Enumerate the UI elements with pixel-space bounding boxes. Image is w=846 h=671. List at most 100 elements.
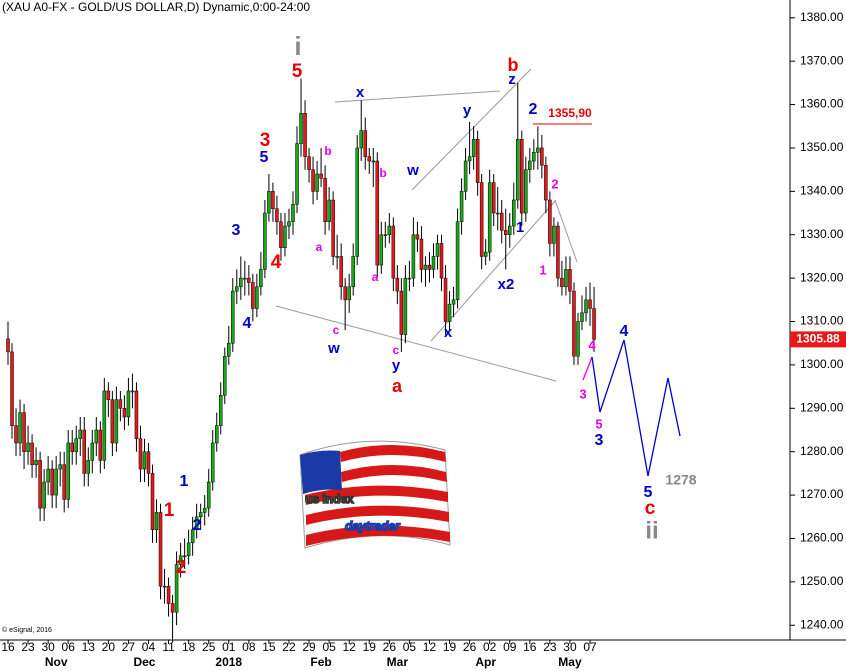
candle-body <box>42 481 46 509</box>
candle-body <box>227 342 231 357</box>
candle-body <box>231 290 235 344</box>
candle-body <box>142 451 147 470</box>
candle-body <box>14 425 18 444</box>
candle-body <box>122 408 127 418</box>
candle-body <box>118 399 123 409</box>
x-tick-label: 19 <box>363 640 377 654</box>
chart-title: (XAU A0-FX - GOLD/US DOLLAR,D) Dynamic,0… <box>2 0 310 14</box>
candle-body <box>146 451 151 474</box>
wave-label: 5 <box>260 149 269 166</box>
candle-body <box>18 412 22 444</box>
wave-label: 3 <box>232 222 241 239</box>
x-tick-label: 19 <box>443 640 457 654</box>
candle-body <box>367 156 372 162</box>
wave-label: 1 <box>516 219 524 236</box>
candle-body <box>379 234 384 266</box>
x-tick-label: 30 <box>563 640 577 654</box>
candle-body <box>403 277 408 335</box>
y-tick-label: 1260.00 <box>800 531 844 545</box>
x-tick-label: 27 <box>122 640 136 654</box>
trend-line <box>275 305 557 382</box>
candle-body <box>150 473 155 531</box>
candle-body <box>556 225 560 279</box>
candle-body <box>218 395 223 426</box>
projection <box>582 356 593 381</box>
month-label: Nov <box>45 655 68 669</box>
candle-body <box>291 204 295 222</box>
candle-body <box>391 225 396 279</box>
candle-body <box>467 156 472 162</box>
candle-body <box>102 390 107 461</box>
y-tick-label: 1250.00 <box>800 574 844 588</box>
wave-label: w <box>406 162 419 179</box>
x-tick-label: 20 <box>102 640 116 654</box>
candle-body <box>259 269 263 288</box>
candle-body <box>431 256 436 270</box>
candle-body <box>479 182 484 257</box>
wave-label: 1 <box>164 500 175 521</box>
candle-body <box>30 442 34 465</box>
trend-line <box>430 199 557 342</box>
candle-body <box>339 256 343 288</box>
candle-body <box>186 542 191 557</box>
candle-body <box>503 230 508 235</box>
candle-body <box>299 112 303 144</box>
candle-body <box>295 143 299 205</box>
candle-body <box>307 156 311 170</box>
candle-body <box>54 468 58 496</box>
wave-label: c <box>645 498 656 519</box>
candle-body <box>263 212 267 270</box>
candle-body <box>568 269 572 292</box>
candle-body <box>363 130 367 157</box>
wave-label: 3 <box>260 130 271 151</box>
x-tick-label: 07 <box>583 640 597 654</box>
month-label: Feb <box>310 655 331 669</box>
candle-body <box>347 286 351 301</box>
x-tick-label: 08 <box>242 640 256 654</box>
candle-body <box>58 464 62 470</box>
price-tag <box>790 331 846 348</box>
candle-body <box>46 468 50 483</box>
candle-body <box>255 286 259 309</box>
candle-body <box>343 286 347 301</box>
wave-label: 2 <box>551 176 558 191</box>
wave-label: 2 <box>176 557 187 578</box>
x-tick-label: 05 <box>322 640 336 654</box>
wave-label: ii <box>645 517 658 544</box>
y-tick-label: 1370.00 <box>800 53 844 67</box>
candle-body <box>544 165 548 201</box>
candle-body <box>182 555 187 558</box>
month-label: May <box>558 655 582 669</box>
y-tick-label: 1380.00 <box>800 10 844 24</box>
wave-label: 5 <box>644 484 653 501</box>
wave-label: 5 <box>292 61 303 82</box>
x-tick-label: 12 <box>343 640 357 654</box>
candle-body <box>303 112 307 157</box>
trend-line <box>554 199 578 263</box>
trend-line <box>334 90 501 103</box>
candle-body <box>351 256 355 288</box>
x-tick-label: 23 <box>543 640 557 654</box>
x-tick-label: 16 <box>523 640 537 654</box>
candle-body <box>536 147 540 153</box>
candle-body <box>166 585 171 604</box>
candle-body <box>576 321 580 357</box>
candle-body <box>331 199 335 257</box>
logo-text: us index <box>305 492 354 506</box>
wave-label: c <box>393 343 400 357</box>
candle-body <box>355 147 359 257</box>
candle-body <box>22 412 26 452</box>
candle-body <box>114 399 119 444</box>
candle-body <box>26 442 30 452</box>
wave-label: c <box>333 323 340 337</box>
x-tick-label: 02 <box>483 640 497 654</box>
x-tick-label: 18 <box>182 640 196 654</box>
wave-label: y <box>392 357 401 374</box>
candle-body <box>154 512 159 531</box>
candle-body <box>279 221 283 249</box>
candle-body <box>214 425 219 444</box>
flag-canton <box>300 450 342 494</box>
candle-body <box>251 282 255 309</box>
candle-body <box>6 338 10 353</box>
